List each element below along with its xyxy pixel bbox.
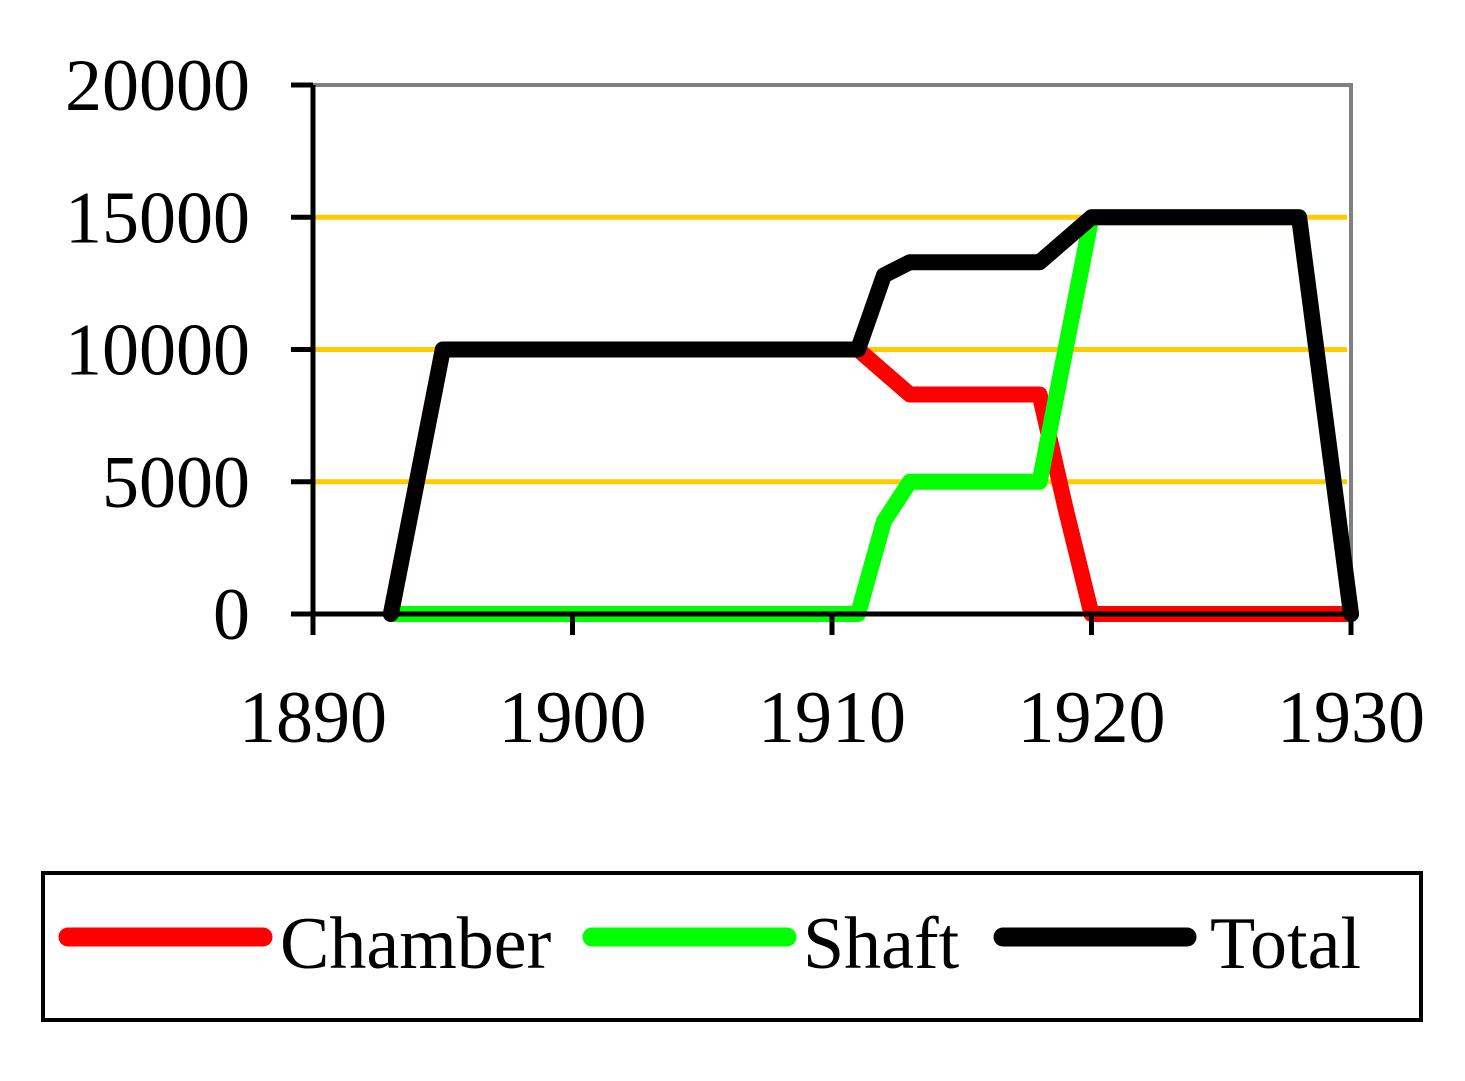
x-tick-label-1910: 1910 xyxy=(758,677,906,759)
y-tick-label-20000: 20000 xyxy=(65,45,250,127)
legend: Chamber Shaft Total xyxy=(41,871,1423,1022)
legend-label-total: Total xyxy=(1210,903,1361,985)
x-tick-label-1930: 1930 xyxy=(1277,677,1425,759)
y-tick-label-0: 0 xyxy=(213,574,250,656)
x-tick-label-1900: 1900 xyxy=(499,677,647,759)
legend-label-chamber: Chamber xyxy=(280,903,551,985)
y-tick-label-5000: 5000 xyxy=(102,442,250,524)
series-line-total xyxy=(382,209,1359,622)
axes xyxy=(291,85,1351,635)
x-tick-label-1890: 1890 xyxy=(239,677,387,759)
y-tick-label-15000: 15000 xyxy=(65,177,250,259)
legend-label-shaft: Shaft xyxy=(803,903,960,985)
y-tick-label-10000: 10000 xyxy=(65,310,250,392)
tick-labels: 0 5000 10000 15000 20000 1890 1900 1910 1920 1930 xyxy=(65,45,1425,759)
x-tick-label-1920: 1920 xyxy=(1018,677,1166,759)
plot-area-border xyxy=(313,83,1353,614)
series-lines xyxy=(382,209,1359,622)
